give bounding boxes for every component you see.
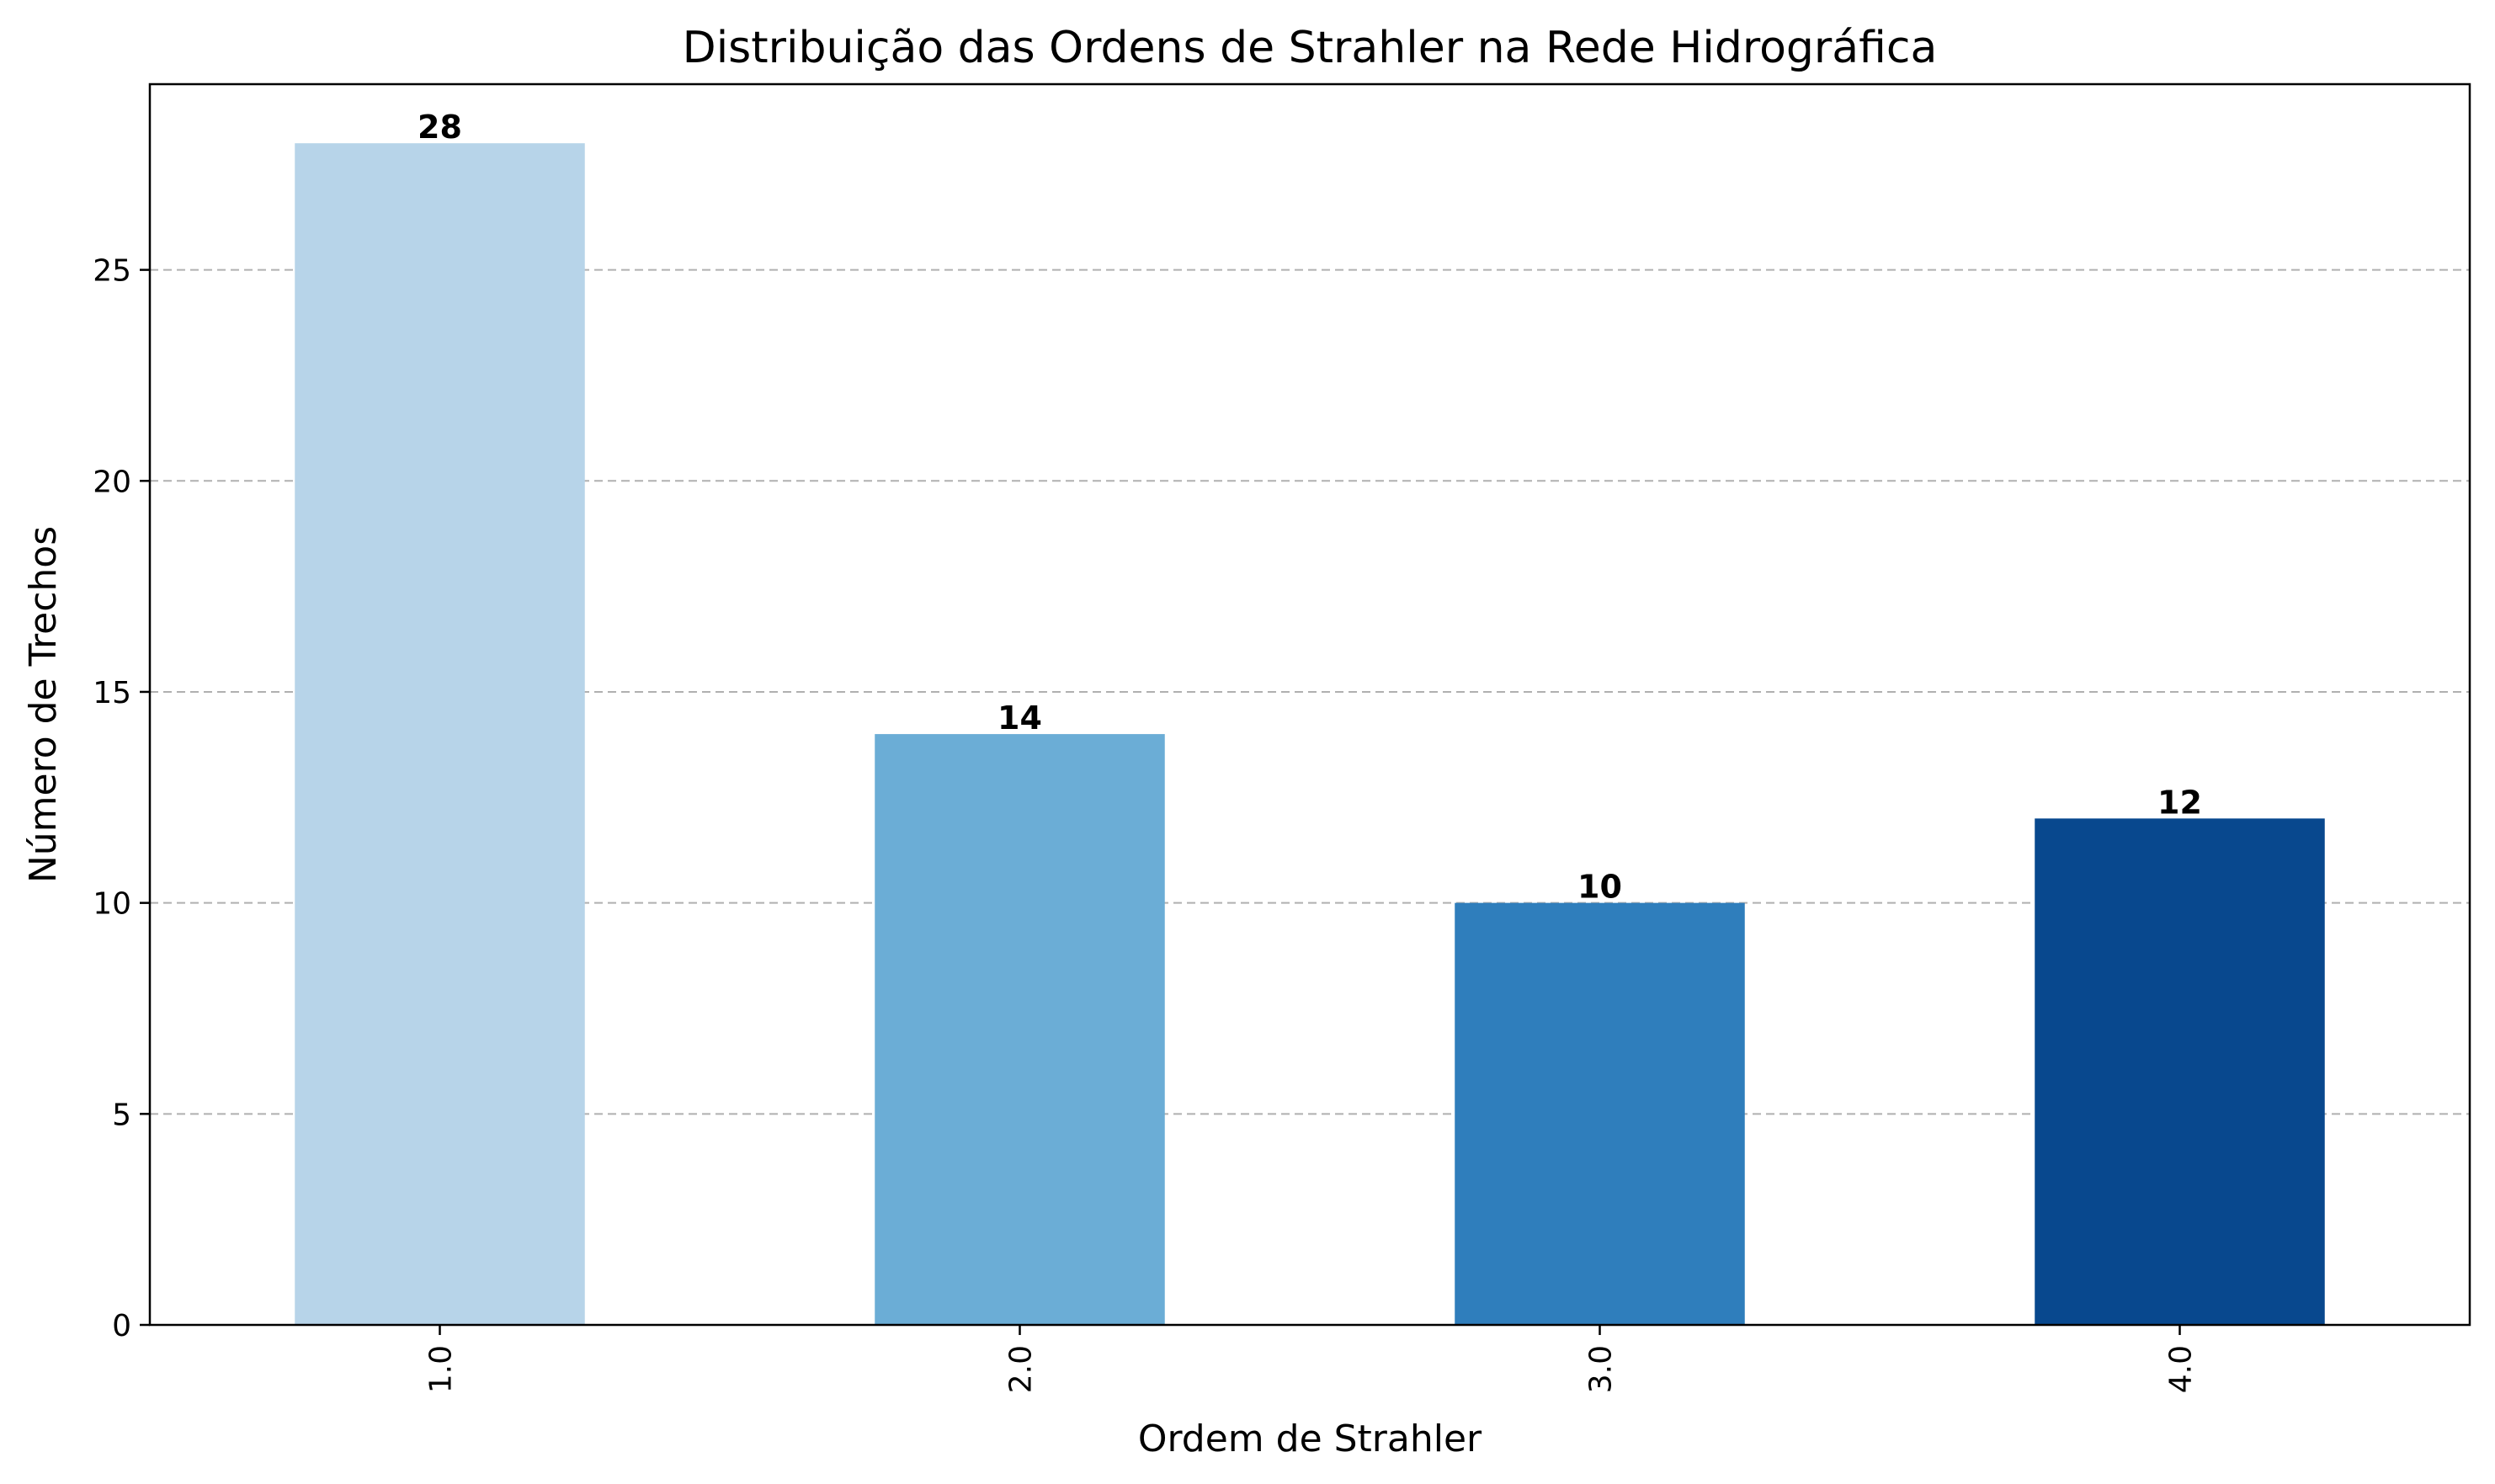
- y-axis-label: Número de Trechos: [22, 526, 65, 883]
- bar-3.0: [1455, 902, 1745, 1325]
- bar-2.0: [875, 734, 1165, 1325]
- bars: [295, 143, 2325, 1326]
- chart-title: Distribuição das Ordens de Strahler na R…: [683, 23, 1938, 73]
- x-tick-label: 3.0: [1584, 1345, 1619, 1393]
- y-tick-label: 5: [112, 1098, 131, 1132]
- y-tick-label: 25: [93, 254, 131, 289]
- x-tick-label: 1.0: [424, 1345, 459, 1393]
- x-tick-label: 2.0: [1004, 1345, 1039, 1393]
- bar-1.0: [295, 143, 585, 1326]
- axes-frame: [148, 82, 2471, 1327]
- bar-value-label: 12: [2157, 784, 2202, 821]
- x-tick-label: 4.0: [2164, 1345, 2199, 1393]
- y-tick-label: 15: [93, 676, 131, 710]
- bar-value-label: 28: [418, 109, 462, 146]
- y-tick-label: 10: [93, 887, 131, 922]
- x-axis-label: Ordem de Strahler: [1138, 1418, 1482, 1460]
- bar-value-label: 10: [1577, 869, 1622, 906]
- bar-value-label: 14: [997, 699, 1042, 737]
- x-axis-ticks: 1.0 2.0 3.0 4.0: [424, 1325, 2199, 1393]
- y-tick-label: 0: [112, 1309, 131, 1343]
- y-tick-label: 20: [93, 465, 131, 499]
- data-labels: 28 14 10 12: [418, 109, 2202, 905]
- y-axis-ticks: 0 5 10 15 20 25: [93, 254, 150, 1343]
- bar-4.0: [2035, 818, 2325, 1325]
